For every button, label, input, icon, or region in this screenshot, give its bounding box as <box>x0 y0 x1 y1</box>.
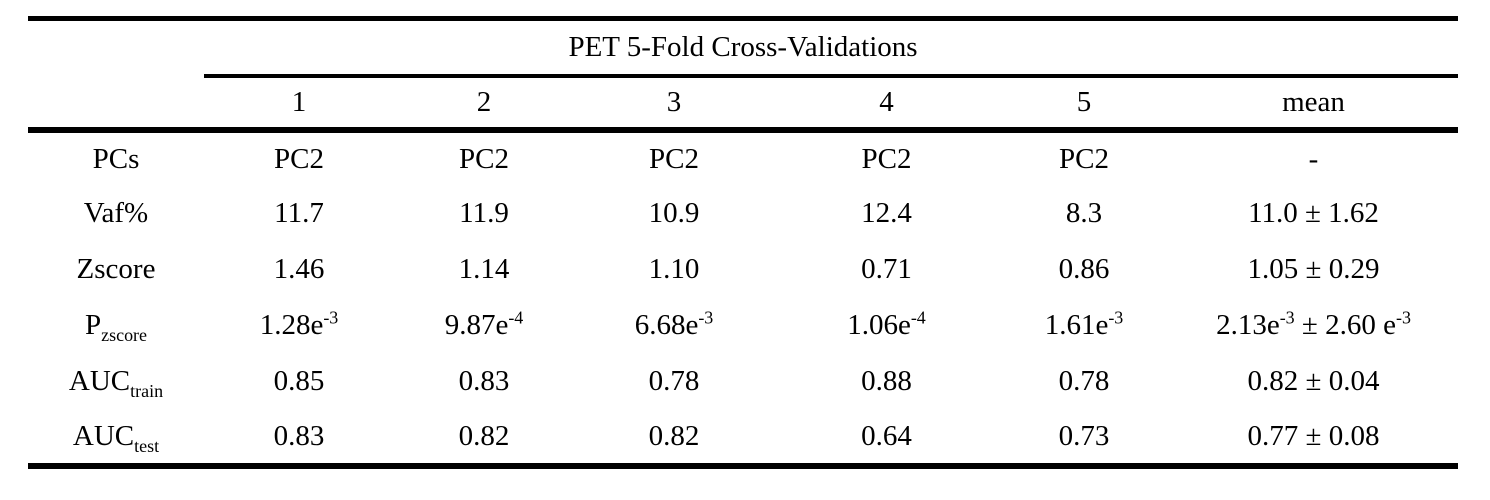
cell: 0.88 <box>861 365 912 397</box>
spanner-row: PET 5-Fold Cross-Validations <box>28 18 1459 78</box>
cell: 9.87e-4 <box>444 307 524 341</box>
cell: 1.14 <box>458 253 510 285</box>
col-header-mean: mean <box>1169 75 1459 133</box>
cell: 11.7 <box>274 197 324 229</box>
row-pzscore: Pzscore 1.28e-3 9.87e-4 6.68e-3 1.06e-4 … <box>28 298 1458 354</box>
cell: 11.9 <box>459 197 509 229</box>
cell-mean: 0.82 ± 0.04 <box>1247 365 1380 397</box>
column-header-row: 1 2 3 4 5 mean <box>28 75 1459 133</box>
row-label-pzscore: Pzscore <box>84 309 148 345</box>
cell: PC2 <box>861 142 912 175</box>
cell: 1.61e-3 <box>1044 307 1124 341</box>
stub-cell <box>28 75 204 133</box>
cell-mean: 0.77 ± 0.08 <box>1247 419 1380 452</box>
cell: 1.46 <box>273 253 325 285</box>
row-label-pcs: PCs <box>92 142 140 175</box>
col-header-fold-5: 5 <box>999 75 1169 133</box>
cell: PC2 <box>459 142 509 175</box>
cell-mean: 2.13e-3 ± 2.60 e-3 <box>1216 307 1411 341</box>
spanner-cell: PET 5-Fold Cross-Validations <box>204 18 1459 78</box>
cell: 6.68e-3 <box>634 307 714 341</box>
cell-mean: 1.05 ± 0.29 <box>1247 253 1380 285</box>
row-label-auc-train: AUCtrain <box>68 365 164 401</box>
cell: 8.3 <box>1065 197 1103 229</box>
cell: 0.71 <box>861 253 912 285</box>
cell-mean: - <box>1308 142 1319 175</box>
cell: 0.73 <box>1058 419 1110 452</box>
cross-validation-table: PET 5-Fold Cross-Validations 1 2 3 4 5 m… <box>28 16 1459 469</box>
cell: PC2 <box>1059 142 1109 175</box>
cell: 12.4 <box>861 197 912 229</box>
col-header-fold-3: 3 <box>574 75 774 133</box>
col-header-fold-1: 1 <box>204 75 394 133</box>
col-header-fold-2: 2 <box>394 75 574 133</box>
cell: 0.78 <box>1058 365 1110 397</box>
cell: 1.28e-3 <box>259 307 339 341</box>
row-vaf: Vaf% 11.7 11.9 10.9 12.4 8.3 11.0 ± 1.62 <box>28 186 1458 242</box>
row-zscore: Zscore 1.46 1.14 1.10 0.71 0.86 1.05 ± 0… <box>28 242 1458 298</box>
cell: 1.10 <box>648 253 700 285</box>
cell: 1.06e-4 <box>847 307 926 341</box>
row-auc-test: AUCtest 0.83 0.82 0.82 0.64 0.73 0.77 ± … <box>28 410 1458 466</box>
table-title: PET 5-Fold Cross-Validations <box>568 30 918 63</box>
cell: 10.9 <box>648 197 700 229</box>
row-label-auc-test: AUCtest <box>72 419 160 456</box>
cell: 0.86 <box>1058 253 1110 285</box>
cell: 0.85 <box>273 365 325 397</box>
row-label-zscore: Zscore <box>76 253 156 285</box>
cell-mean: 11.0 ± 1.62 <box>1248 197 1379 229</box>
cell: PC2 <box>274 142 324 175</box>
cell: PC2 <box>649 142 699 175</box>
cell: 0.64 <box>861 419 912 452</box>
cell: 0.78 <box>648 365 700 397</box>
cell: 0.83 <box>273 419 325 452</box>
cell: 0.82 <box>648 419 700 452</box>
row-auc-train: AUCtrain 0.85 0.83 0.78 0.88 0.78 0.82 ±… <box>28 354 1458 410</box>
col-header-fold-4: 4 <box>774 75 999 133</box>
row-label-vaf: Vaf% <box>83 197 149 229</box>
cell: 0.82 <box>458 419 510 452</box>
cell: 0.83 <box>458 365 510 397</box>
row-pcs: PCs PC2 PC2 PC2 PC2 PC2 - <box>28 130 1458 186</box>
